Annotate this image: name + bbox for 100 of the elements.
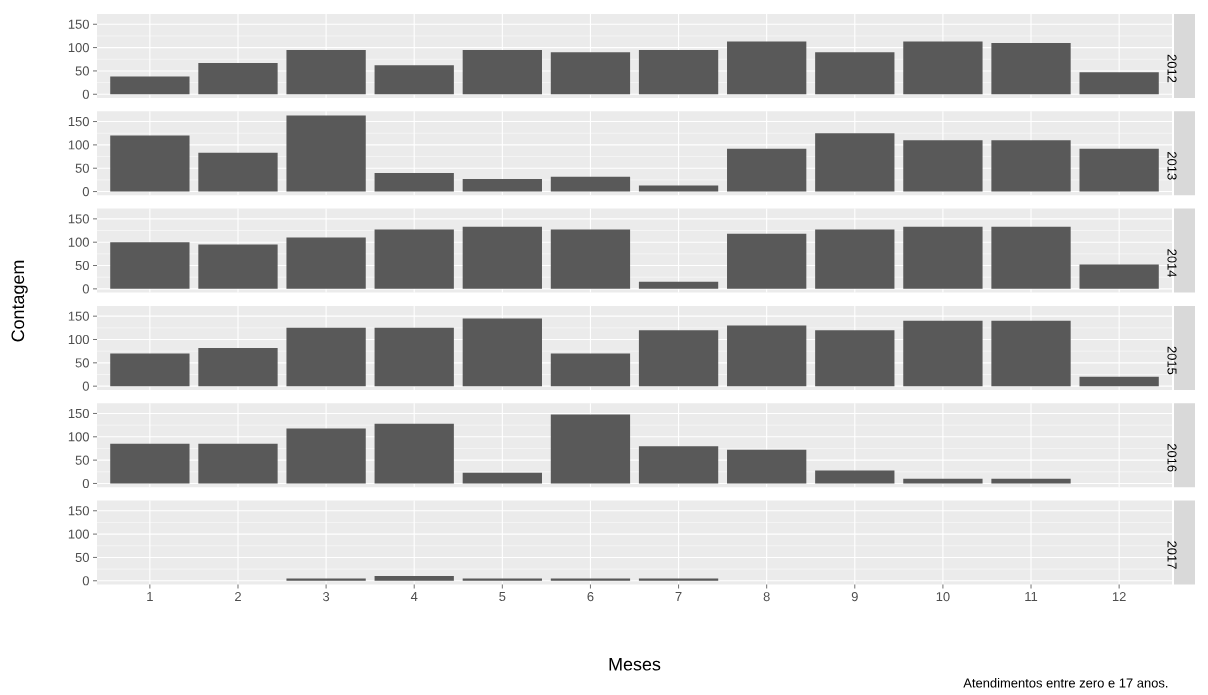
x-tick-label: 6 bbox=[587, 592, 594, 602]
y-tick-label: 0 bbox=[82, 284, 89, 294]
bar bbox=[638, 281, 719, 289]
bar bbox=[462, 318, 542, 387]
y-tick-label: 100 bbox=[68, 432, 89, 442]
text: 2012 bbox=[1167, 54, 1177, 83]
bar bbox=[638, 330, 719, 387]
bar bbox=[1079, 148, 1159, 192]
x-tick-label: 7 bbox=[675, 592, 682, 601]
bar bbox=[198, 244, 278, 289]
y-tick-label: 50 bbox=[75, 358, 89, 368]
y-tick-label: 50 bbox=[75, 552, 89, 563]
bar bbox=[1079, 376, 1159, 387]
bar bbox=[903, 41, 983, 95]
y-tick-label: 100 bbox=[68, 334, 89, 345]
bar bbox=[903, 320, 983, 387]
bar bbox=[462, 178, 542, 192]
bar bbox=[727, 148, 807, 192]
bar bbox=[727, 449, 807, 484]
x-tick-label: 9 bbox=[851, 592, 858, 602]
x-tick-label: 3 bbox=[323, 592, 330, 602]
x-tick-label: 2 bbox=[235, 592, 241, 602]
x-tick-label: 5 bbox=[499, 592, 506, 602]
bar bbox=[374, 65, 454, 95]
bar bbox=[110, 353, 190, 387]
y-tick-label: 100 bbox=[68, 140, 89, 150]
bar bbox=[815, 470, 895, 484]
y-tick-label: 50 bbox=[75, 163, 89, 173]
bar bbox=[462, 472, 542, 484]
x-tick-label: 12 bbox=[1112, 592, 1126, 602]
bar bbox=[815, 52, 895, 95]
bar bbox=[286, 327, 366, 387]
bar bbox=[110, 76, 190, 95]
bar bbox=[991, 226, 1071, 289]
x-tick-label: 4 bbox=[410, 592, 418, 601]
y-tick-label: 0 bbox=[82, 478, 89, 489]
x-tick-label: 11 bbox=[1025, 592, 1038, 601]
y-tick-label: 0 bbox=[82, 186, 89, 197]
y-tick-label: 150 bbox=[68, 214, 89, 224]
bar bbox=[815, 330, 895, 387]
bar bbox=[110, 242, 190, 289]
y-tick-label: 0 bbox=[82, 381, 89, 391]
bar bbox=[286, 428, 366, 484]
bar bbox=[1079, 72, 1159, 95]
bar bbox=[374, 423, 454, 484]
y-tick-label: 100 bbox=[68, 43, 89, 53]
x-axis-title: Meses bbox=[609, 658, 661, 671]
bar bbox=[198, 347, 278, 387]
bar bbox=[198, 62, 278, 95]
y-tick-label: 150 bbox=[68, 311, 89, 321]
bar bbox=[991, 320, 1071, 387]
bar bbox=[727, 233, 807, 289]
bar bbox=[374, 327, 454, 387]
y-axis-title: Contagem bbox=[11, 260, 28, 342]
text: 2017 bbox=[1167, 541, 1177, 569]
y-tick-label: 50 bbox=[75, 66, 89, 76]
bar bbox=[991, 140, 1071, 192]
bar bbox=[638, 49, 719, 95]
bar bbox=[110, 443, 190, 484]
x-tick-label: 8 bbox=[763, 592, 770, 602]
y-tick-label: 100 bbox=[68, 529, 89, 539]
bar bbox=[815, 133, 895, 192]
text: 2016 bbox=[1167, 443, 1177, 472]
y-tick-label: 150 bbox=[68, 116, 89, 127]
y-tick-label: 0 bbox=[82, 89, 89, 99]
bar bbox=[286, 115, 366, 192]
bar bbox=[815, 229, 895, 289]
bar bbox=[638, 185, 719, 192]
text: Atendimentos entre zero e 17 anos. bbox=[963, 678, 1168, 688]
text: 2014 bbox=[1167, 249, 1177, 278]
y-tick-label: 50 bbox=[75, 455, 89, 465]
y-tick-label: 150 bbox=[68, 506, 89, 516]
x-tick-label: 10 bbox=[936, 592, 950, 602]
bar bbox=[991, 42, 1071, 95]
y-tick-label: 50 bbox=[75, 260, 89, 271]
bar bbox=[286, 237, 366, 289]
bar bbox=[550, 353, 631, 387]
y-tick-label: 100 bbox=[68, 237, 89, 247]
bar bbox=[1079, 264, 1159, 289]
y-tick-label: 150 bbox=[68, 19, 89, 29]
y-tick-label: 150 bbox=[68, 408, 89, 419]
bar bbox=[374, 229, 454, 289]
bar bbox=[374, 172, 454, 192]
bar bbox=[550, 176, 631, 192]
x-tick-label: 1 bbox=[147, 592, 153, 601]
bar bbox=[727, 41, 807, 95]
bar bbox=[638, 446, 719, 484]
y-tick-label: 0 bbox=[82, 576, 89, 586]
bar bbox=[903, 226, 983, 289]
bar bbox=[903, 140, 983, 192]
bar bbox=[198, 152, 278, 192]
text: 2015 bbox=[1167, 346, 1177, 375]
bar bbox=[286, 49, 366, 95]
bar bbox=[550, 229, 631, 289]
bar bbox=[550, 414, 631, 484]
bar bbox=[550, 52, 631, 95]
text: 2013 bbox=[1167, 152, 1177, 180]
bar bbox=[727, 325, 807, 387]
bar bbox=[462, 226, 542, 289]
bar bbox=[110, 135, 190, 192]
